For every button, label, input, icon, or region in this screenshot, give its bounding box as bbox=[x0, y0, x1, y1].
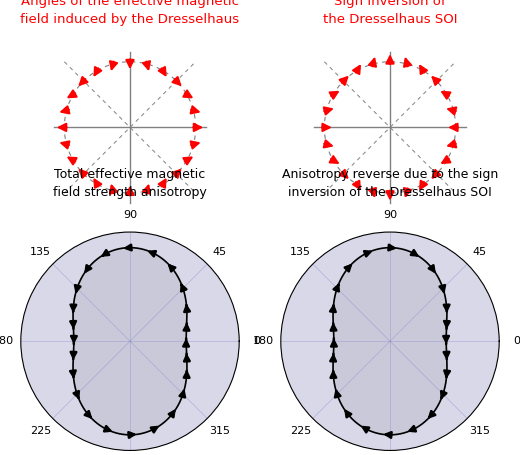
Title: Sign inversion of
the Dresselhaus SOI: Sign inversion of the Dresselhaus SOI bbox=[323, 0, 457, 26]
Polygon shape bbox=[333, 248, 447, 435]
Title: Anisotropy reverse due to the sign
inversion of the Dresselhaus SOI: Anisotropy reverse due to the sign inver… bbox=[282, 168, 498, 199]
Title: Total effective magnetic
field strength anisotropy: Total effective magnetic field strength … bbox=[53, 168, 207, 199]
Polygon shape bbox=[73, 248, 187, 435]
Title: Angles of the effective magnetic
field induced by the Dresselhaus: Angles of the effective magnetic field i… bbox=[20, 0, 240, 26]
